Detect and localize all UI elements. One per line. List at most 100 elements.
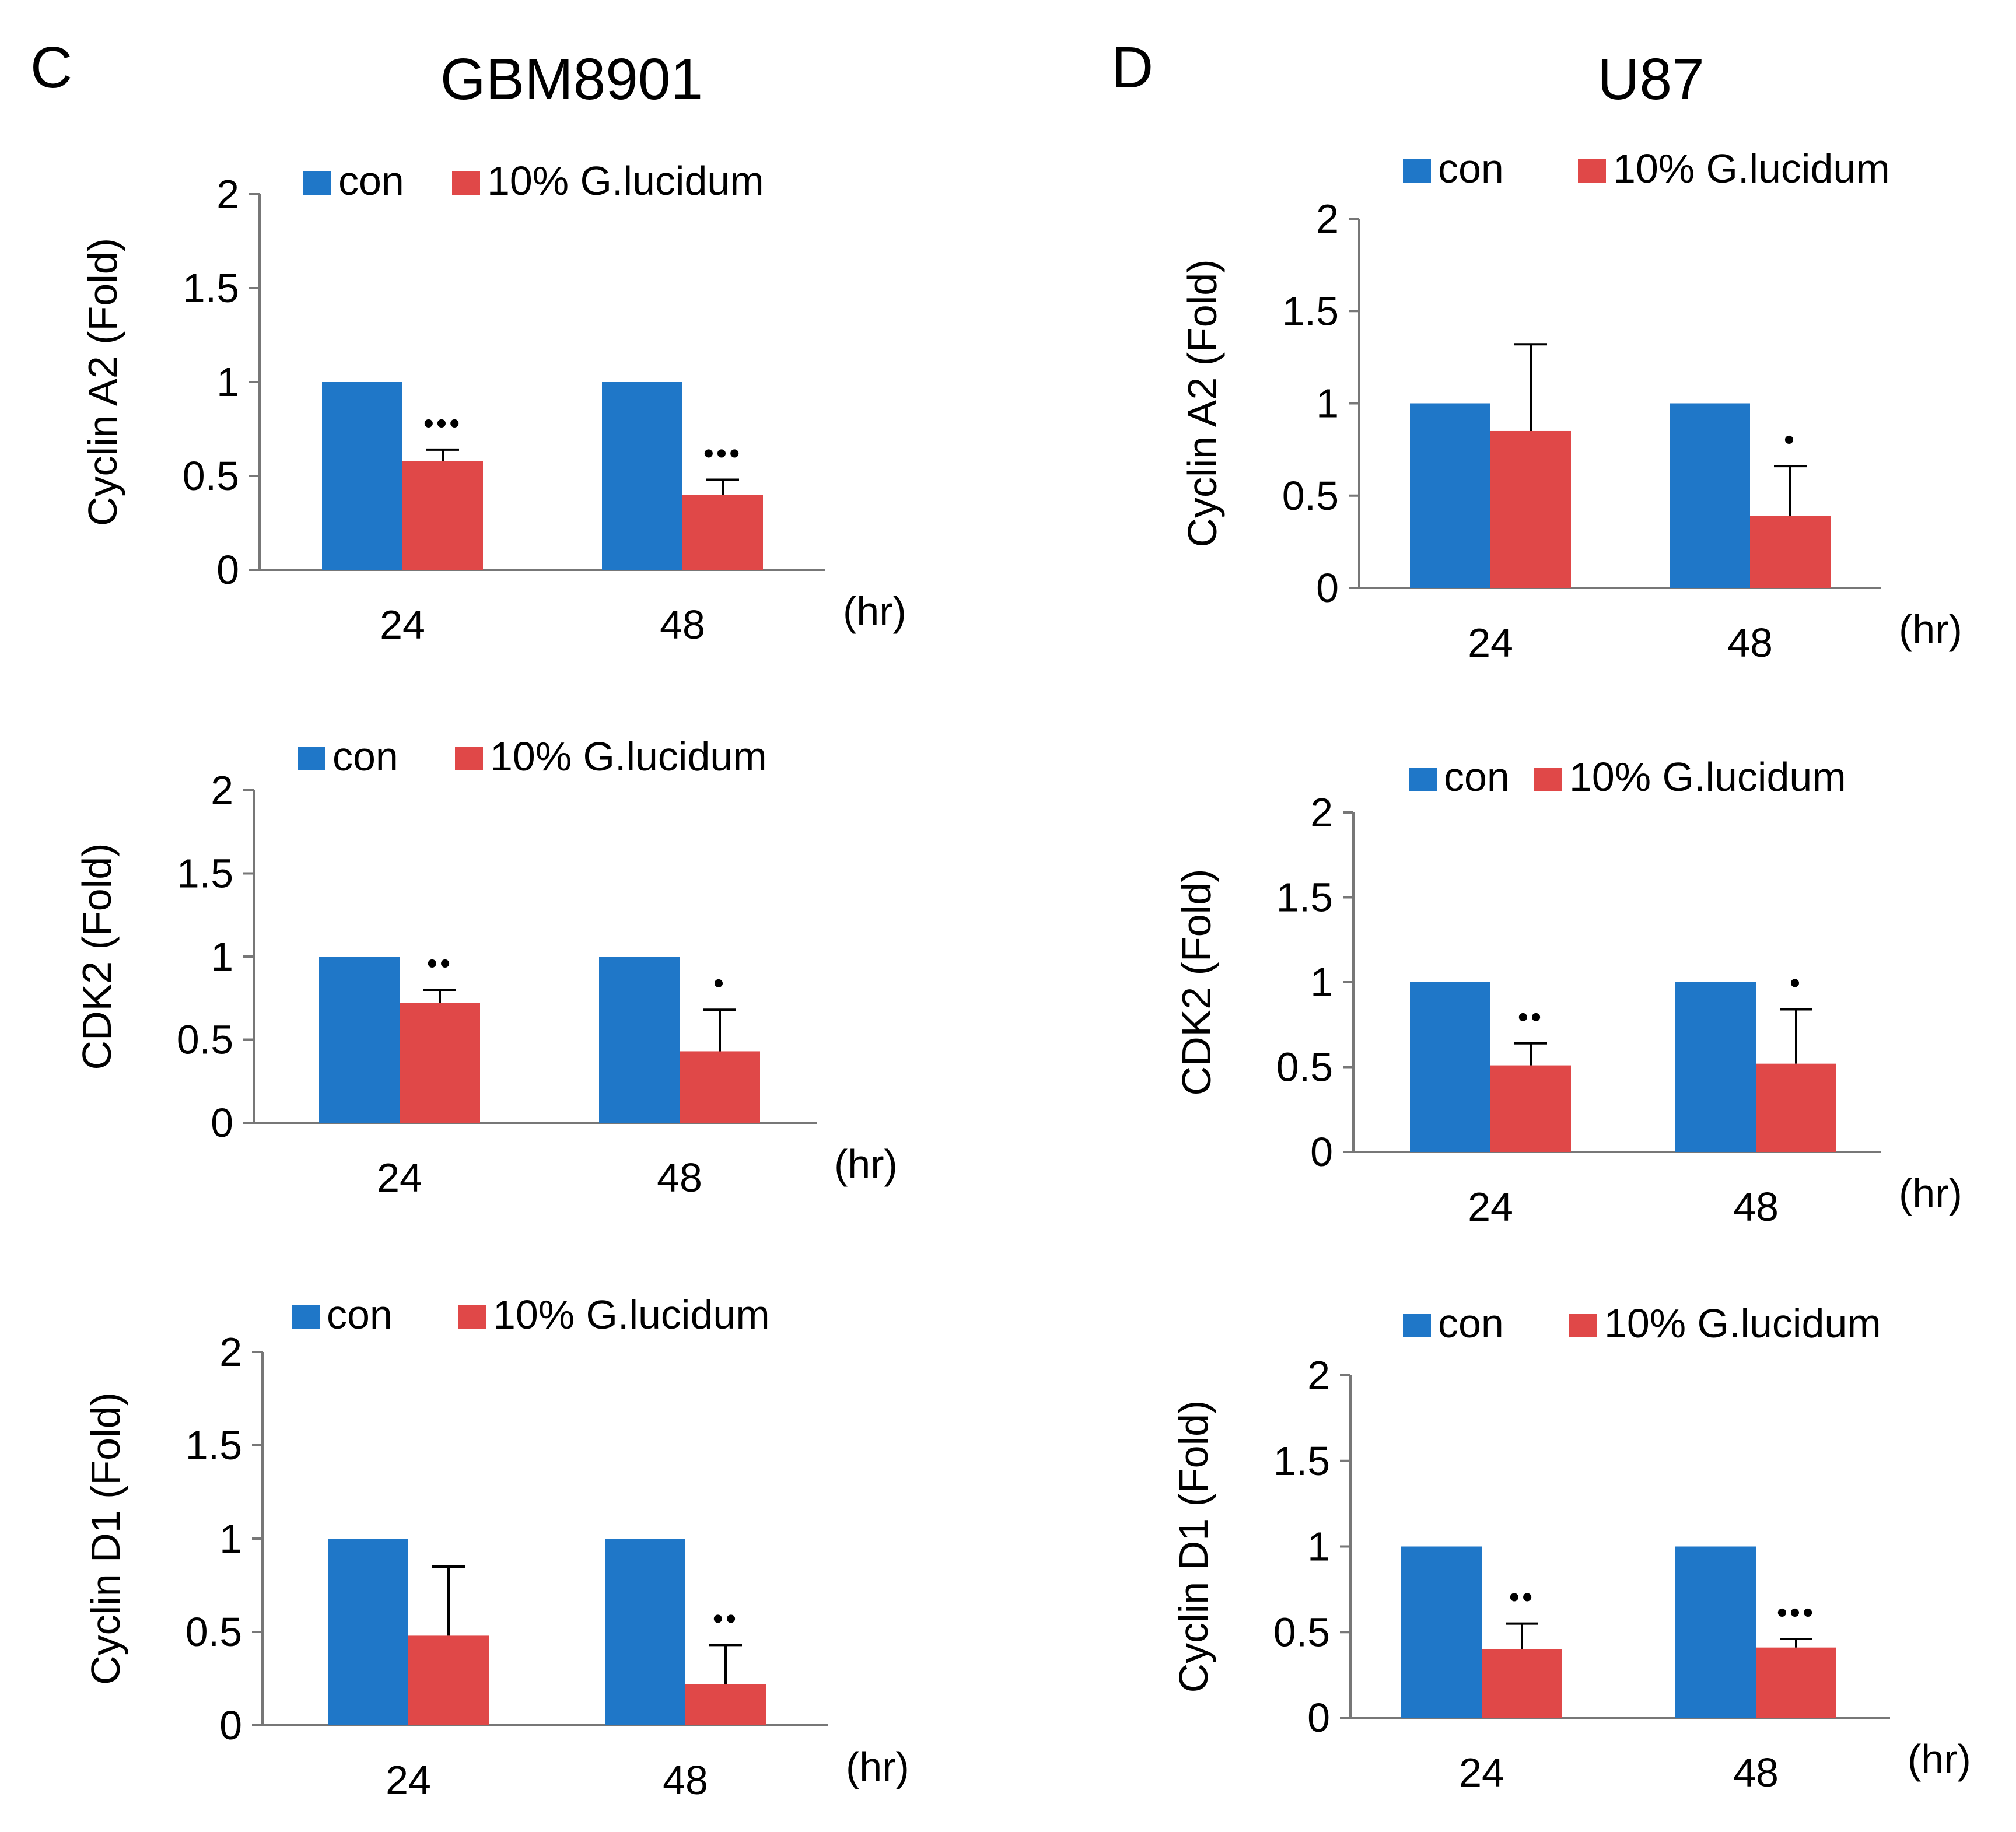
legend-swatch-con [1403,159,1431,183]
bar-con-24 [1401,1546,1482,1718]
legend-label-treatment: 10% G.lucidum [493,1292,770,1337]
legend-swatch-con [1409,768,1437,791]
y-tick-label: 0.5 [1282,473,1339,519]
x-unit-label: (hr) [843,589,907,634]
y-tick-label: 0 [1316,565,1339,611]
significance-marker: •• [427,947,453,980]
bar-con-48 [605,1539,685,1725]
bar-con-48 [1675,1546,1756,1718]
y-tick-label: 1 [1307,1524,1330,1570]
legend-swatch-con [292,1305,320,1329]
x-tick-label: 24 [1468,1184,1513,1229]
y-tick-label: 2 [1307,1353,1330,1398]
x-unit-label: (hr) [846,1744,909,1789]
legend: con 10% G.lucidum [1403,146,1890,191]
legend-swatch-treatment [458,1305,486,1329]
y-tick-label: 0 [219,1703,242,1748]
significance-marker: •• [1509,1581,1535,1614]
y-tick-label: 0 [1310,1129,1333,1175]
y-tick-label: 0.5 [186,1609,242,1655]
y-tick-label: 2 [219,1329,242,1375]
legend-swatch-treatment [1569,1314,1597,1337]
x-tick-label: 24 [1459,1750,1504,1795]
bar-con-24 [328,1539,408,1725]
legend-swatch-treatment [1534,768,1562,791]
significance-marker: ••• [1777,1596,1816,1630]
x-tick-label: 48 [660,602,705,647]
legend-label-treatment: 10% G.lucidum [487,158,764,204]
bar-con-48 [1670,403,1750,588]
legend-label-treatment: 10% G.lucidum [490,734,767,779]
x-tick-label: 24 [386,1757,431,1803]
legend-label-treatment: 10% G.lucidum [1604,1301,1881,1346]
y-tick-label: 1.5 [183,265,239,311]
y-tick-label: 1.5 [1273,1438,1330,1484]
x-tick-label: 48 [657,1155,702,1200]
x-unit-label: (hr) [834,1141,898,1187]
panel-letter-d: D [1111,35,1153,100]
bar-treatment-48 [1750,516,1831,588]
legend: con 10% G.lucidum [1409,754,1846,800]
y-axis-label: Cyclin A2 (Fold) [80,238,125,526]
panel-letter-c: C [30,35,72,100]
significance-marker: •• [713,1602,738,1635]
bar-treatment-24 [408,1635,489,1725]
bar-treatment-24 [400,1003,480,1123]
y-tick-label: 1.5 [186,1423,242,1468]
x-tick-label: 48 [1727,620,1773,665]
bar-con-24 [319,957,400,1123]
bar-con-48 [602,382,682,570]
chart-c-cyclin-d1: 0 0.5 1 1.5 2 Cyclin D1 (Fold) 24 48 (hr) •• con 10… [83,1292,909,1803]
legend-label-con: con [1438,146,1504,191]
legend: con 10% G.lucidum [292,1292,770,1337]
legend-label-treatment: 10% G.lucidum [1613,146,1890,191]
x-tick-label: 48 [1733,1750,1779,1795]
y-tick-label: 0 [216,547,239,593]
significance-marker: ••• [424,407,463,440]
x-tick-label: 24 [377,1155,422,1200]
y-tick-label: 1.5 [1276,875,1333,920]
bar-con-24 [1410,982,1490,1152]
y-axis-label: Cyclin A2 (Fold) [1180,259,1225,547]
legend-label-con: con [327,1292,393,1337]
bar-con-24 [322,382,402,570]
x-tick-label: 48 [663,1757,708,1803]
y-tick-label: 1.5 [1282,288,1339,334]
legend: con 10% G.lucidum [1403,1301,1881,1346]
y-axis-label: Cyclin D1 (Fold) [83,1392,128,1685]
bar-treatment-48 [685,1684,766,1725]
y-tick-label: 0 [211,1100,233,1146]
bar-treatment-24 [1482,1649,1562,1718]
legend-label-con: con [1444,754,1510,800]
bar-treatment-24 [1490,430,1571,588]
y-tick-label: 1 [1310,959,1333,1005]
panel-title-gbm8901: GBM8901 [440,47,703,112]
y-tick-label: 1.5 [177,851,233,896]
significance-marker: • [1790,966,1803,1000]
y-tick-label: 2 [211,768,233,813]
legend-swatch-con [1403,1314,1431,1337]
significance-marker: • [1784,423,1797,457]
legend-swatch-con [303,171,331,195]
legend-label-con: con [338,158,404,204]
bar-treatment-48 [1756,1063,1836,1152]
chart-d-cyclin-a2: 0 0.5 1 1.5 2 Cyclin A2 (Fold) 24 48 (hr) • con 10%… [1180,146,1962,665]
bar-con-48 [1675,982,1756,1152]
y-tick-label: 2 [1310,790,1333,835]
x-tick-label: 48 [1733,1184,1779,1229]
x-unit-label: (hr) [1908,1736,1971,1782]
y-tick-label: 0.5 [1273,1609,1330,1655]
y-tick-label: 1 [1316,381,1339,426]
legend-swatch-treatment [1578,159,1606,183]
x-tick-label: 24 [380,602,425,647]
legend-swatch-con [298,747,326,770]
y-tick-label: 1 [219,1516,242,1561]
significance-marker: • [713,966,726,1000]
y-axis-label: Cyclin D1 (Fold) [1171,1400,1216,1693]
bar-treatment-24 [1490,1065,1571,1152]
legend: con 10% G.lucidum [303,158,764,204]
